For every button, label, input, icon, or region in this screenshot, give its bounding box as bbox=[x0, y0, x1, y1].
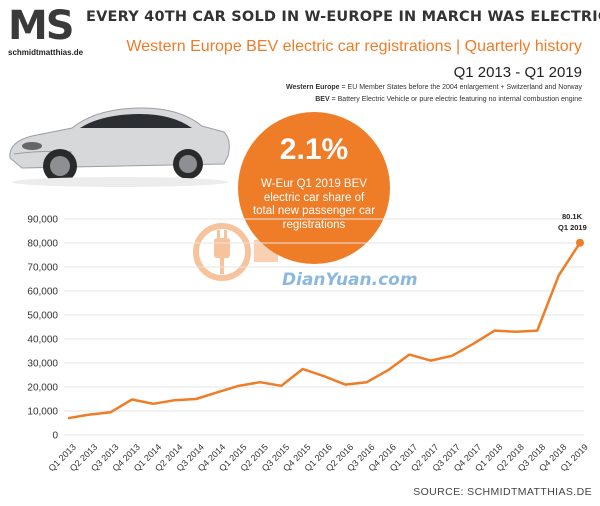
share-description: W-Eur Q1 2019 BEV electric car share of … bbox=[252, 178, 376, 231]
car-image bbox=[9, 107, 230, 187]
y-tick-label: 50,000 bbox=[27, 311, 58, 322]
definition-note-bev: BEV = Battery Electric Vehicle or pure e… bbox=[315, 96, 582, 103]
y-tick-label: 0 bbox=[52, 431, 58, 442]
logo: MS schmidtmatthias.de bbox=[8, 3, 84, 57]
definition-note-western-europe: Western Europe = EU Member States before… bbox=[286, 84, 582, 91]
share-callout: 2.1% W-Eur Q1 2019 BEV electric car shar… bbox=[238, 112, 390, 264]
end-category-label: Q1 2019 bbox=[558, 223, 587, 232]
y-tick-label: 10,000 bbox=[27, 407, 58, 418]
period-label: Q1 2013 - Q1 2019 bbox=[453, 64, 582, 81]
y-tick-label: 30,000 bbox=[27, 359, 58, 370]
y-tick-label: 60,000 bbox=[27, 287, 58, 298]
chart-subtitle: Western Europe BEV electric car registra… bbox=[126, 38, 582, 55]
note-text: = Battery Electric Vehicle or pure elect… bbox=[329, 96, 582, 103]
share-value: 2.1% bbox=[279, 133, 349, 166]
y-tick-label: 90,000 bbox=[27, 215, 58, 226]
note-term: Western Europe bbox=[286, 84, 340, 91]
end-value-label: 80.1K bbox=[562, 212, 583, 221]
series-line bbox=[67, 242, 582, 420]
end-point-marker bbox=[576, 238, 584, 247]
y-tick-label: 40,000 bbox=[27, 335, 58, 346]
watermark-text: DianYuan.com bbox=[282, 270, 418, 290]
source-credit: SOURCE: SCHMIDTMATTHIAS.DE bbox=[413, 486, 592, 498]
y-tick-label: 80,000 bbox=[27, 239, 58, 250]
logo-site: schmidtmatthias.de bbox=[8, 48, 84, 57]
page-title: EVERY 40TH CAR SOLD IN W-EUROPE IN MARCH… bbox=[86, 9, 600, 25]
note-term: BEV bbox=[315, 96, 330, 103]
logo-mark: MS bbox=[8, 3, 75, 49]
y-tick-label: 70,000 bbox=[27, 263, 58, 274]
y-tick-label: 20,000 bbox=[27, 383, 58, 394]
note-text: = EU Member States before the 2004 enlar… bbox=[339, 84, 582, 91]
